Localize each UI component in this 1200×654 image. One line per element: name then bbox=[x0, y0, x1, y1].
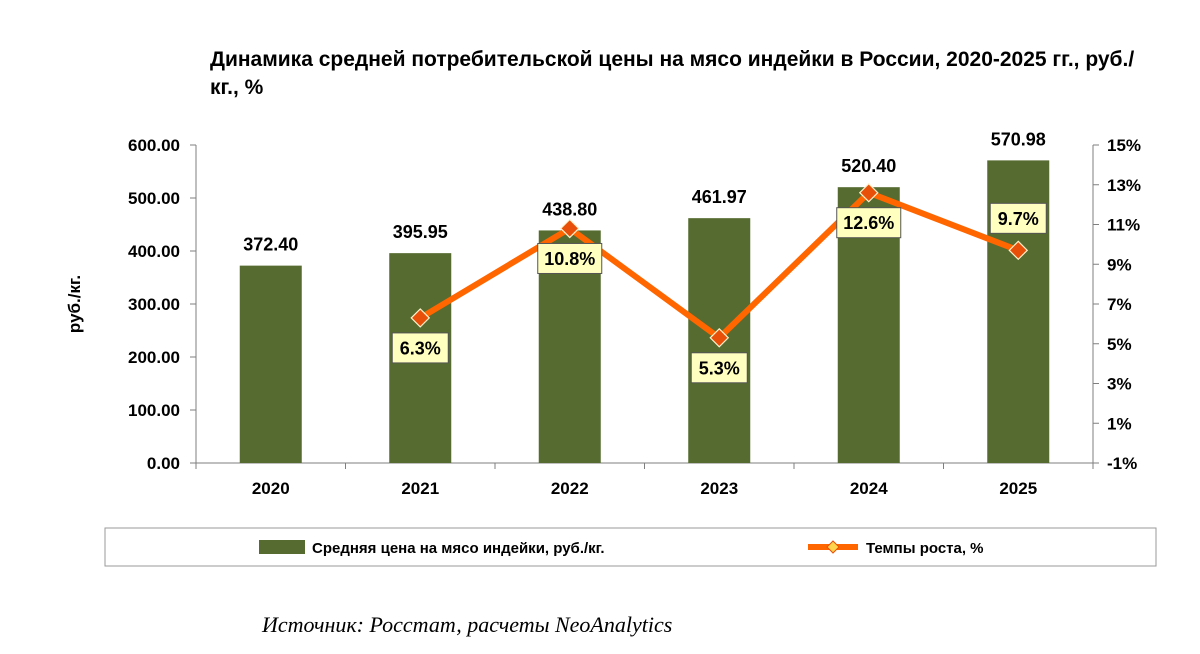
legend-swatch-marker bbox=[826, 540, 840, 554]
legend-swatch-bar bbox=[259, 540, 305, 554]
growth-rate-marker bbox=[858, 182, 879, 203]
x-tick-label: 2024 bbox=[850, 479, 888, 498]
x-tick-label: 2023 bbox=[700, 479, 738, 498]
right-tick-label: 15% bbox=[1107, 136, 1141, 155]
growth-rate-marker bbox=[559, 218, 580, 239]
x-tick-label: 2025 bbox=[999, 479, 1037, 498]
right-tick-label: -1% bbox=[1107, 454, 1137, 473]
y-axis-title: руб./кг. bbox=[65, 275, 84, 333]
growth-label-box bbox=[537, 242, 603, 274]
bar-value-label: 570.98 bbox=[991, 129, 1046, 149]
growth-label-box bbox=[989, 202, 1047, 234]
right-tick-label: 11% bbox=[1107, 216, 1140, 235]
bar-value-label: 438.80 bbox=[542, 199, 597, 219]
growth-rate-label: 12.6% bbox=[843, 213, 894, 233]
growth-rate-label: 5.3% bbox=[699, 358, 740, 378]
right-tick-label: 5% bbox=[1107, 335, 1132, 354]
left-tick-label: 400.00 bbox=[128, 242, 180, 261]
chart-title: Динамика средней потребительской цены на… bbox=[210, 48, 1135, 99]
growth-rate-label: 10.8% bbox=[544, 249, 595, 269]
growth-rate-marker bbox=[410, 308, 431, 328]
growth-label-box bbox=[690, 352, 748, 384]
bar-value-label: 372.40 bbox=[243, 235, 298, 255]
left-tick-label: 300.00 bbox=[128, 295, 180, 314]
left-tick-label: 200.00 bbox=[128, 348, 180, 367]
legend-label-bar: Средняя цена на мясо индейки, руб./кг. bbox=[312, 540, 605, 557]
right-tick-label: 7% bbox=[1107, 295, 1132, 314]
growth-rate-label: 6.3% bbox=[400, 338, 441, 358]
left-tick-label: 100.00 bbox=[128, 401, 180, 420]
right-tick-label: 1% bbox=[1107, 414, 1132, 433]
bar-value-label: 461.97 bbox=[692, 187, 747, 207]
right-tick-label: 3% bbox=[1107, 375, 1132, 394]
x-tick-label: 2021 bbox=[401, 479, 439, 498]
bar bbox=[239, 265, 302, 463]
bar-value-label: 395.95 bbox=[393, 222, 448, 242]
legend-label-line: Темпы роста, % bbox=[866, 540, 984, 557]
x-tick-label: 2020 bbox=[252, 479, 290, 498]
growth-label-box bbox=[836, 207, 902, 239]
bar-value-label: 520.40 bbox=[841, 156, 896, 176]
left-tick-label: 0.00 bbox=[147, 454, 180, 473]
right-tick-label: 9% bbox=[1107, 255, 1132, 274]
left-tick-label: 600.00 bbox=[128, 136, 180, 155]
growth-rate-marker bbox=[709, 327, 730, 348]
growth-rate-marker bbox=[1008, 240, 1029, 261]
left-tick-label: 500.00 bbox=[128, 189, 180, 208]
right-tick-label: 13% bbox=[1107, 176, 1141, 195]
growth-rate-label: 9.7% bbox=[998, 209, 1039, 229]
x-tick-label: 2022 bbox=[551, 479, 589, 498]
growth-label-box bbox=[391, 332, 449, 364]
source-note: Источник: Росстат, расчеты NeoAnalytics bbox=[262, 612, 673, 637]
